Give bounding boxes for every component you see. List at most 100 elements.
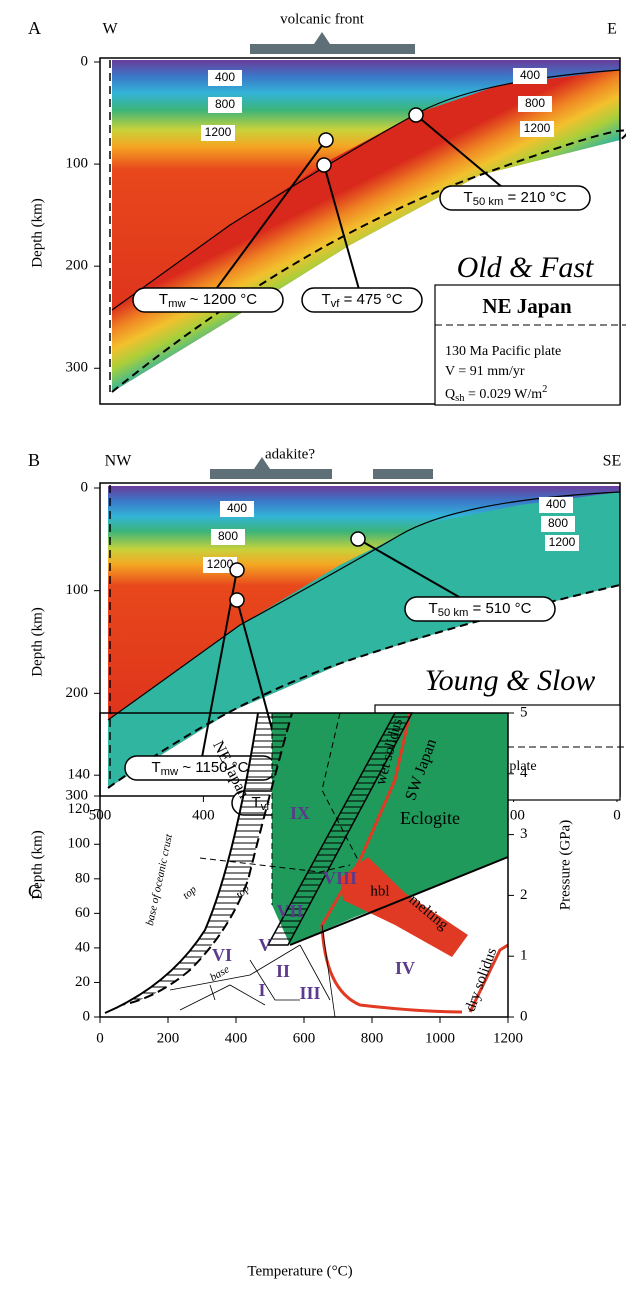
annotation-sub: mw xyxy=(161,766,179,778)
contour-label: 1200 xyxy=(205,125,232,139)
dry-solidus xyxy=(468,943,509,1013)
annotation: T50 km = 510 °C xyxy=(429,600,532,619)
facies-label: VIII xyxy=(323,868,357,888)
annotation-main: T xyxy=(429,600,438,617)
facies-label: I xyxy=(258,980,265,1000)
y-tick-label: 20 xyxy=(75,974,90,990)
volcano xyxy=(254,457,270,469)
point xyxy=(316,157,332,173)
contour-label: 400 xyxy=(520,68,540,82)
wet-solidus xyxy=(320,712,463,1014)
facies-label: III xyxy=(299,983,320,1003)
slab-field xyxy=(108,492,620,788)
x-tick-label: 0 xyxy=(96,1030,104,1046)
box-line-rest: = 0.029 W/m xyxy=(464,387,542,402)
dash-boundary xyxy=(199,712,359,905)
annotation-main: T xyxy=(151,759,160,776)
slab-surface xyxy=(107,491,621,721)
y-tick-label: 60 xyxy=(75,905,90,921)
facies-lines xyxy=(169,924,336,1018)
box-line: Qsh = 0.029 W/m2 xyxy=(445,384,547,404)
marker-label: volcanic front xyxy=(280,11,365,27)
y-tick-label: 80 xyxy=(75,870,90,886)
hbl-melting xyxy=(340,857,468,957)
x-tick-label: 1000 xyxy=(425,1030,455,1046)
panel-title: Old & Fast xyxy=(457,251,594,284)
annotation-main: T xyxy=(321,291,330,308)
left-label: NW xyxy=(105,453,133,470)
x-tick-label: 1200 xyxy=(493,1030,523,1046)
leader xyxy=(207,139,327,301)
facies-label: IX xyxy=(290,803,310,823)
contour-label-bg xyxy=(545,535,579,551)
annotation-rest: ~ 1200 °C xyxy=(186,291,258,308)
y-tick-label: 120 xyxy=(68,801,91,817)
contour-label: 800 xyxy=(548,516,568,530)
y-tick-label: 140 xyxy=(68,767,91,783)
y-tick-label: 300 xyxy=(66,360,89,376)
contour-label-bg xyxy=(208,70,242,86)
leader xyxy=(415,114,516,199)
ne-right xyxy=(129,712,293,1004)
contour-label-bg xyxy=(520,121,554,137)
contour-label-bg xyxy=(211,529,245,545)
annotation-main: T xyxy=(464,189,473,206)
diagram-label: Eclogite xyxy=(400,808,460,828)
y-axis-label: Depth (km) xyxy=(29,830,45,900)
info-box xyxy=(434,284,621,406)
y2-tick-label: 3 xyxy=(520,826,528,842)
panel-title: Young & Slow xyxy=(425,664,596,697)
box-line-main: Q xyxy=(445,387,455,402)
point xyxy=(229,562,245,578)
right-label: E xyxy=(607,21,617,38)
x-tick-label: 200 xyxy=(157,1030,180,1046)
x-tick-label: 600 xyxy=(293,1030,316,1046)
y-tick-label: 200 xyxy=(66,685,89,701)
contour-label-bg xyxy=(201,125,235,141)
annotation-box xyxy=(439,185,591,211)
contour-label-bg xyxy=(539,497,573,513)
frame xyxy=(99,57,621,405)
annotation-sub: mw xyxy=(168,298,186,310)
contour-label: 1200 xyxy=(549,535,576,549)
box-title: NE Japan xyxy=(482,294,572,318)
arc-bar xyxy=(373,469,433,479)
facies-label: II xyxy=(276,961,290,981)
contour-label: 400 xyxy=(546,497,566,511)
y-axis-label: Depth (km) xyxy=(29,607,45,677)
annotation-box xyxy=(301,287,423,313)
facies-label: VI xyxy=(212,945,232,965)
eclogite-field xyxy=(272,713,508,945)
annotation-rest: = 510 °C xyxy=(468,600,531,617)
leader xyxy=(323,164,363,301)
x-tick-label: 0 xyxy=(613,807,621,823)
facies-label: VII xyxy=(276,901,303,921)
y2-axis-label: Pressure (GPa) xyxy=(557,820,573,910)
panel-label: B xyxy=(28,450,40,470)
facies-label: IV xyxy=(395,958,415,978)
annotation-sub: 50 km xyxy=(473,196,504,208)
annotation: Tmw ~ 1200 °C xyxy=(159,291,257,310)
diagram-label: base of oceanic crust xyxy=(144,832,175,927)
panel-label: A xyxy=(28,18,41,38)
y2-tick-label: 2 xyxy=(520,887,528,903)
box-line: 130 Ma Pacific plate xyxy=(445,344,561,359)
diagram-label: top xyxy=(180,883,199,902)
box-line-sup: 2 xyxy=(542,384,547,395)
ne-left xyxy=(104,712,259,1014)
y2-tick-label: 0 xyxy=(520,1008,528,1024)
y2-tick-label: 1 xyxy=(520,948,528,964)
contour-label-bg xyxy=(513,68,547,84)
left-label: W xyxy=(102,21,118,38)
contour-label: 800 xyxy=(525,96,545,110)
y-tick-label: 0 xyxy=(81,479,89,495)
point xyxy=(408,107,424,123)
annotation-main: T xyxy=(159,291,168,308)
panel-label: C xyxy=(28,881,40,901)
annotation-sub: 50 km xyxy=(438,607,469,619)
x-tick-label: 800 xyxy=(361,1030,384,1046)
annotation-rest: = 210 °C xyxy=(503,189,566,206)
contour-label: 800 xyxy=(215,97,235,111)
annotation: Tmw ~ 1150 °C xyxy=(151,759,248,778)
